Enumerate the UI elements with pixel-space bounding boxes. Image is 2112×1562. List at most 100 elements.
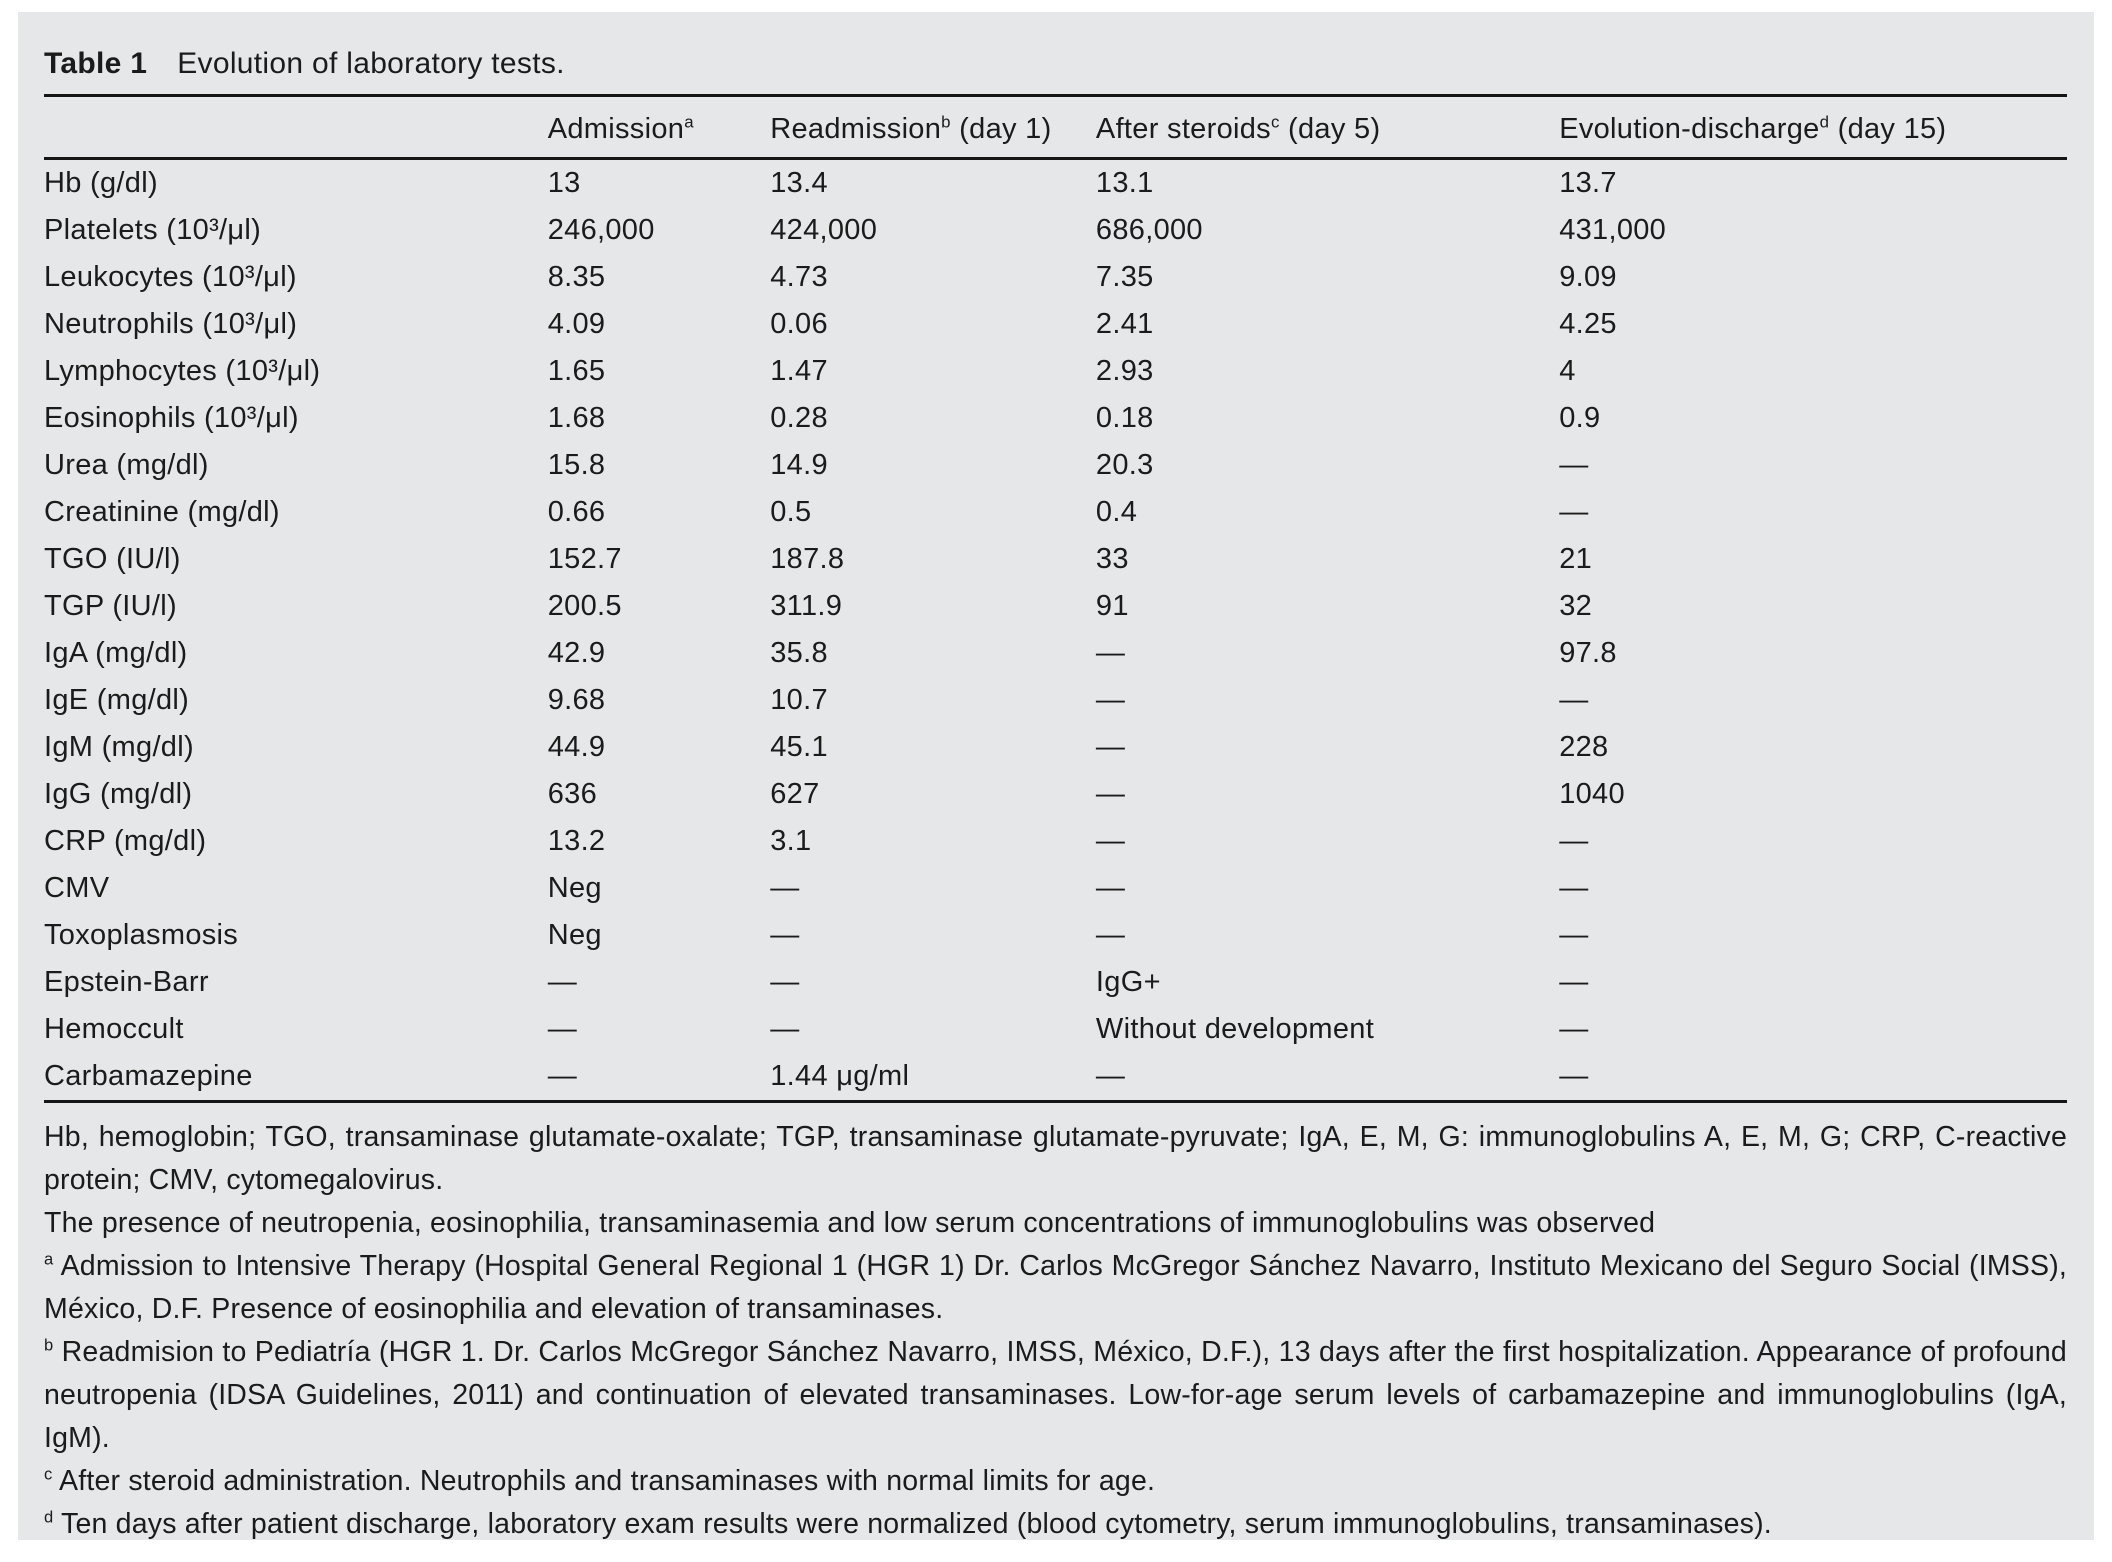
- cell-value: Without development: [1095, 1013, 1375, 1045]
- cell-value: 0.28: [770, 402, 828, 434]
- cell-value: Neg: [547, 872, 602, 904]
- table-row: CRP (mg/dl) 13.2 3.1 — —: [44, 818, 2067, 865]
- row-label: IgA (mg/dl): [44, 637, 188, 669]
- cell-value: —: [1559, 966, 1589, 998]
- cell-value: —: [770, 872, 800, 904]
- col-header-rest: (day 15): [1829, 113, 1947, 145]
- cell-value: —: [1559, 825, 1589, 857]
- table-number: Table 1: [44, 47, 148, 80]
- cell-value: —: [1095, 637, 1126, 669]
- cell-value: 1.47: [770, 355, 828, 387]
- table-row: Creatinine (mg/dl) 0.66 0.5 0.4 —: [44, 489, 2067, 536]
- cell-value: 9.68: [547, 684, 606, 716]
- row-label: IgE (mg/dl): [44, 684, 190, 716]
- table-row: Leukocytes (10³/μl) 8.35 4.73 7.35 9.09: [44, 254, 2067, 301]
- cell-value: 20.3: [1095, 449, 1154, 481]
- cell-value: 311.9: [770, 590, 843, 622]
- cell-value: 0.18: [1095, 402, 1154, 434]
- table-row: TGO (IU/l) 152.7 187.8 33 21: [44, 536, 2067, 583]
- cell-value: 686,000: [1095, 214, 1203, 246]
- table-row: Lymphocytes (10³/μl) 1.65 1.47 2.93 4: [44, 348, 2067, 395]
- lab-results-table: Admissiona Readmissionb (day 1) After st…: [44, 94, 2067, 1103]
- cell-value: 431,000: [1559, 214, 1667, 246]
- row-label: Hemoccult: [44, 1013, 184, 1045]
- cell-value: 636: [547, 778, 598, 810]
- cell-value: 97.8: [1559, 637, 1617, 669]
- cell-value: 0.66: [547, 496, 606, 528]
- footnote: b Readmision to Pediatría (HGR 1. Dr. Ca…: [44, 1331, 2067, 1460]
- cell-value: 424,000: [770, 214, 878, 246]
- cell-value: —: [547, 1013, 578, 1045]
- cell-value: —: [1559, 919, 1589, 951]
- cell-value: —: [1559, 684, 1589, 716]
- cell-value: 3.1: [770, 825, 812, 857]
- row-label: CRP (mg/dl): [44, 825, 207, 857]
- row-label: Carbamazepine: [44, 1053, 548, 1103]
- cell-value: —: [770, 1013, 800, 1045]
- footnote-text: Readmision to Pediatría (HGR 1. Dr. Carl…: [44, 1336, 2067, 1454]
- cell-value: 45.1: [770, 731, 828, 763]
- cell-value: —: [1559, 1013, 1589, 1045]
- table-row: Toxoplasmosis Neg — — —: [44, 912, 2067, 959]
- cell-value: —: [1559, 449, 1589, 481]
- cell-value: 14.9: [770, 449, 828, 481]
- table-caption: Evolution of laboratory tests.: [177, 47, 565, 80]
- cell-value: 13: [547, 167, 581, 199]
- cell-value: 1.65: [547, 355, 606, 387]
- header-row: Admissiona Readmissionb (day 1) After st…: [44, 95, 2067, 160]
- cell-value: 8.35: [547, 261, 606, 293]
- col-header-admission: Admissiona: [547, 95, 771, 160]
- col-header-evolution-discharge: Evolution-discharged (day 15): [1559, 95, 2067, 160]
- cell-value: —: [547, 1053, 771, 1103]
- cell-value: 15.8: [547, 449, 606, 481]
- footnote-marker: c: [44, 1464, 53, 1484]
- cell-value: 13.4: [770, 167, 828, 199]
- cell-value: —: [1095, 684, 1126, 716]
- table-title: Table 1 Evolution of laboratory tests.: [44, 46, 2067, 82]
- cell-value: 32: [1559, 590, 1593, 622]
- cell-value: IgG+: [1095, 966, 1161, 998]
- cell-value: 1.68: [547, 402, 606, 434]
- cell-value: 2.93: [1095, 355, 1154, 387]
- table-row: CMV Neg — — —: [44, 865, 2067, 912]
- cell-value: 246,000: [547, 214, 655, 246]
- row-label: Neutrophils (10³/μl): [44, 308, 298, 340]
- table-row: Urea (mg/dl) 15.8 14.9 20.3 —: [44, 442, 2067, 489]
- col-header-readmission: Readmissionb (day 1): [770, 95, 1096, 160]
- col-header-sup: d: [1819, 112, 1830, 132]
- footnote-text: Admission to Intensive Therapy (Hospital…: [44, 1250, 2068, 1325]
- table-row: Neutrophils (10³/μl) 4.09 0.06 2.41 4.25: [44, 301, 2067, 348]
- footnote-text: Hb, hemoglobin; TGO, transaminase glutam…: [44, 1121, 2067, 1196]
- cell-value: 0.4: [1095, 496, 1138, 528]
- cell-value: —: [1095, 1053, 1560, 1103]
- cell-value: —: [1095, 731, 1126, 763]
- cell-value: 0.06: [770, 308, 828, 340]
- table-row: IgG (mg/dl) 636 627 — 1040: [44, 771, 2067, 818]
- footnote: d Ten days after patient discharge, labo…: [44, 1503, 2067, 1546]
- footnote-marker: a: [44, 1249, 54, 1269]
- table-row: Carbamazepine —1.44 μg/ml — —: [44, 1053, 2067, 1103]
- cell-value: 228: [1559, 731, 1609, 763]
- cell-value: 44.9: [547, 731, 606, 763]
- cell-value: —: [547, 966, 578, 998]
- cell-value: 200.5: [547, 590, 622, 622]
- cell-value: 1040: [1559, 778, 1625, 810]
- cell-value: —: [770, 919, 800, 951]
- cell-value: 91: [1095, 590, 1129, 622]
- table-row: TGP (IU/l) 200.5 311.9 91 32: [44, 583, 2067, 630]
- footnote: c After steroid administration. Neutroph…: [44, 1460, 2067, 1503]
- row-label: IgG (mg/dl): [44, 778, 193, 810]
- row-label: TGP (IU/l): [44, 590, 177, 622]
- footnotes: Hb, hemoglobin; TGO, transaminase glutam…: [44, 1116, 2067, 1546]
- cell-value: 42.9: [547, 637, 606, 669]
- cell-value: —: [770, 966, 800, 998]
- row-label: Toxoplasmosis: [44, 919, 239, 951]
- cell-value: 187.8: [770, 543, 845, 575]
- cell-value: 4.09: [547, 308, 606, 340]
- footnote-text: After steroid administration. Neutrophil…: [59, 1465, 1156, 1497]
- cell-value: 152.7: [547, 543, 622, 575]
- footnote-text: The presence of neutropenia, eosinophili…: [44, 1207, 1656, 1239]
- cell-value: 13.7: [1559, 167, 1617, 199]
- row-label: Hb (g/dl): [44, 167, 158, 199]
- cell-value: 7.35: [1095, 261, 1154, 293]
